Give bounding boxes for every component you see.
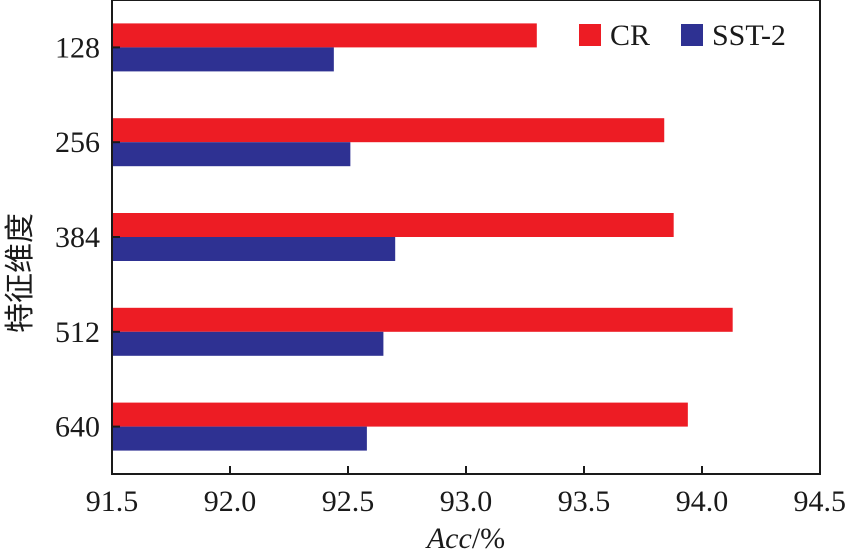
bar-sst2-512	[112, 331, 384, 356]
bar-sst2-128	[112, 47, 334, 72]
y-tick-label: 128	[55, 31, 100, 64]
x-tick-label: 92.0	[204, 485, 257, 518]
bars-group	[112, 23, 733, 451]
x-tick-label: 91.5	[86, 485, 139, 518]
x-tick-label: 94.5	[794, 485, 847, 518]
x-tick-label: 93.5	[558, 485, 611, 518]
legend-label-sst2: SST-2	[712, 19, 786, 52]
bar-sst2-256	[112, 142, 351, 167]
bar-cr-256	[112, 118, 665, 143]
bar-cr-512	[112, 307, 733, 332]
y-axis-title: 特征维度	[4, 213, 37, 333]
y-axis-ticks: 128 256 384 512 640	[55, 31, 120, 444]
x-axis-ticks: 91.5 92.0 92.5 93.0 93.5 94.0 94.5	[86, 466, 846, 518]
y-tick-label: 384	[55, 221, 100, 254]
legend-swatch-sst2	[681, 24, 703, 46]
x-tick-label: 94.0	[676, 485, 729, 518]
y-tick-label: 512	[55, 316, 100, 349]
bar-cr-384	[112, 213, 674, 237]
legend-swatch-cr	[579, 24, 601, 46]
bar-sst2-384	[112, 237, 396, 261]
x-tick-label: 92.5	[322, 485, 375, 518]
x-tick-label: 93.0	[440, 485, 493, 518]
x-axis-title: Acc/%	[425, 522, 505, 552]
y-tick-label: 640	[55, 411, 100, 444]
bar-cr-128	[112, 23, 537, 48]
bar-cr-640	[112, 402, 688, 427]
legend-label-cr: CR	[610, 19, 650, 52]
bar-sst2-640	[112, 426, 367, 451]
y-tick-label: 256	[55, 126, 100, 159]
legend: CR SST-2	[579, 19, 786, 52]
